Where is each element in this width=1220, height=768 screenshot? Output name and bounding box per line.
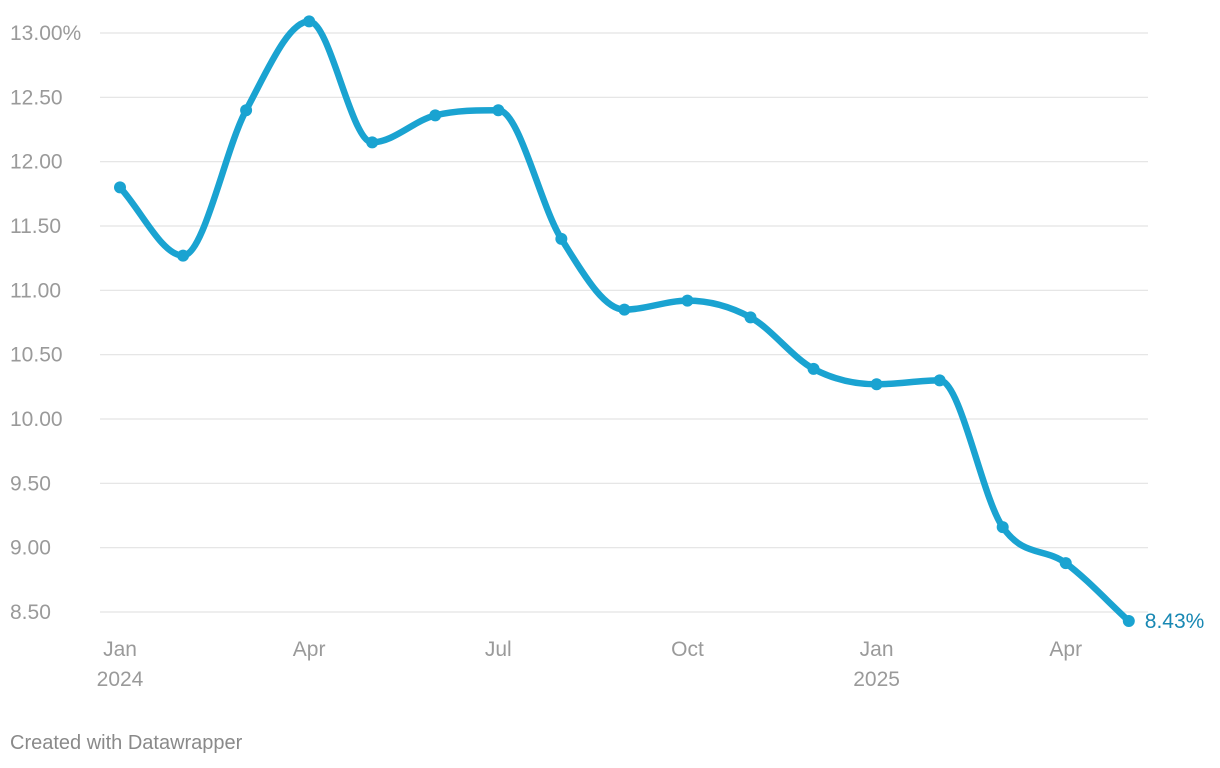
data-point [744, 311, 757, 324]
data-point [681, 294, 694, 307]
footer-credit: Created with Datawrapper [10, 732, 243, 754]
data-point [240, 104, 253, 117]
x-tick-label: Jul [485, 638, 512, 661]
data-point [933, 374, 946, 387]
data-point [1059, 557, 1072, 570]
y-tick-label: 13.00% [10, 22, 81, 45]
y-axis-tick-labels: 13.00% 12.50 12.00 11.50 11.00 10.50 10.00 9.50… [10, 22, 81, 624]
data-point [366, 136, 379, 149]
series-line-group [116, 18, 1133, 625]
y-tick-label: 9.50 [10, 472, 51, 495]
x-tick-label: Jan [103, 638, 137, 661]
x-tick-label: Jan [860, 638, 894, 661]
line-chart: 13.00% 12.50 12.00 11.50 11.00 10.50 10.00 9.50… [10, 15, 1205, 691]
data-point [1122, 615, 1135, 628]
data-point [492, 104, 505, 117]
y-tick-label: 12.50 [10, 86, 63, 109]
data-point [996, 521, 1009, 534]
x-tick-label: Oct [671, 638, 704, 661]
data-point [870, 378, 883, 391]
gridlines [100, 32, 1148, 613]
x-tick-year-label: 2025 [853, 668, 900, 691]
x-tick-label: Apr [1049, 638, 1082, 661]
y-tick-label: 11.00 [10, 279, 61, 302]
data-point [429, 109, 442, 122]
data-point [555, 232, 568, 245]
y-tick-label: 8.50 [10, 601, 51, 624]
x-tick-label: Apr [293, 638, 326, 661]
y-tick-label: 9.00 [10, 537, 51, 560]
data-points [114, 15, 1135, 628]
x-tick-year-label: 2024 [97, 668, 144, 691]
y-tick-label: 10.50 [10, 344, 63, 367]
y-tick-label: 12.00 [10, 151, 63, 174]
data-point [303, 15, 316, 28]
x-axis-tick-labels: Jan 2024 Apr Jul Oct Jan 2025 Apr [97, 638, 1082, 691]
series-line [116, 18, 1133, 625]
end-value-label: 8.43% [1145, 610, 1205, 633]
y-tick-label: 11.50 [10, 215, 61, 238]
data-point [177, 249, 190, 262]
data-point [618, 303, 631, 316]
data-point [807, 362, 820, 375]
data-point [114, 181, 126, 194]
y-tick-label: 10.00 [10, 408, 63, 431]
